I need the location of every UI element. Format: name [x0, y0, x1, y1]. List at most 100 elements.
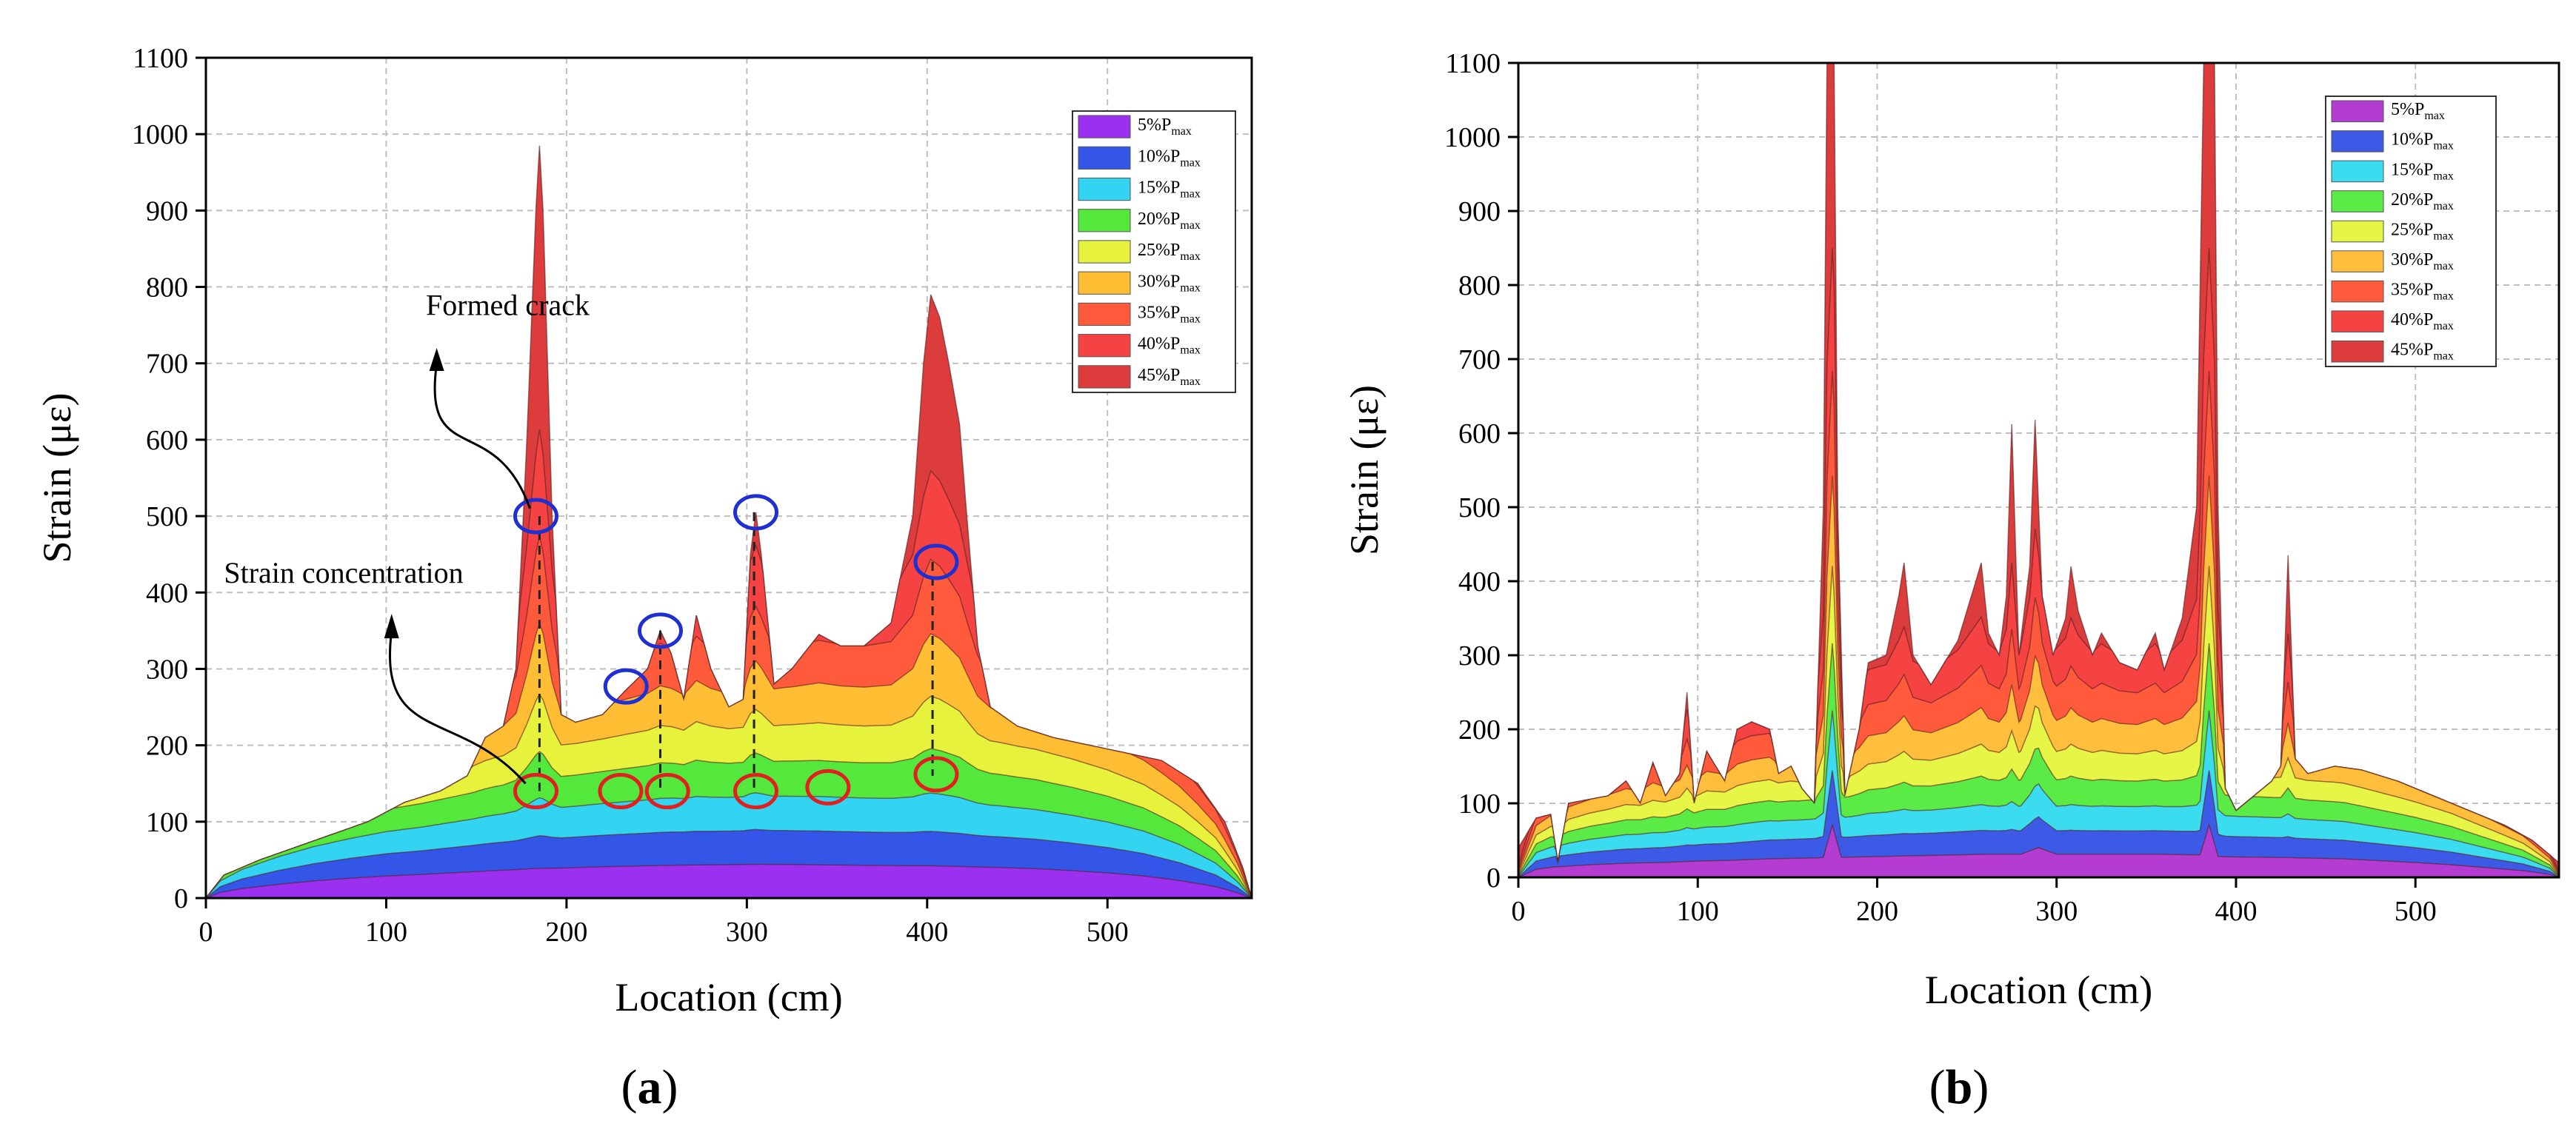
caption-paren: )	[662, 1060, 678, 1114]
legend-swatch	[1078, 240, 1131, 264]
legend-swatch	[2331, 280, 2384, 303]
y-tick-label: 200	[146, 731, 188, 762]
x-tick-label: 500	[2395, 896, 2437, 927]
y-tick-label: 700	[146, 349, 188, 380]
x-tick-label: 300	[2035, 896, 2078, 927]
caption-paren: (	[1929, 1060, 1946, 1114]
legend-label-subscript: max	[1180, 313, 1201, 326]
legend-swatch	[1078, 302, 1131, 327]
concentration-marker-circle	[913, 756, 959, 793]
caption-paren: (	[621, 1060, 638, 1114]
legend-label-subscript: max	[1180, 156, 1201, 169]
y-axis-label: Strain (με)	[35, 392, 79, 563]
legend-label-subscript: max	[2433, 170, 2454, 182]
legend-swatch	[2331, 310, 2384, 332]
legend-label-subscript: max	[2424, 110, 2445, 122]
x-tick-label: 100	[365, 917, 407, 948]
legend-label-subscript: max	[2433, 200, 2454, 212]
x-tick-label: 400	[906, 917, 948, 948]
legend-swatch	[1078, 146, 1131, 170]
panel-caption: (a)	[621, 1060, 678, 1114]
x-axis-label: Location (cm)	[615, 975, 842, 1020]
y-tick-label: 600	[146, 425, 188, 456]
concentration-marker-circle	[513, 773, 559, 810]
chart-panel-a: 0 100 200 300 400 500 0 100 200 300 400 500 600 700 80…	[35, 43, 1254, 1114]
legend-swatch	[2331, 340, 2384, 363]
y-tick-label: 500	[146, 501, 188, 532]
y-tick-label: 700	[1458, 344, 1501, 375]
concentration-marker-circle	[805, 769, 851, 806]
legend-swatch	[1078, 271, 1131, 295]
legend-label-subscript: max	[2433, 230, 2454, 242]
legend-label-subscript: max	[2433, 350, 2454, 363]
y-tick-label: 200	[1458, 714, 1501, 746]
caption-letter: a	[638, 1060, 662, 1114]
crack-marker-circle	[603, 668, 649, 705]
legend-label-subscript: max	[2433, 289, 2454, 302]
x-tick-label: 100	[1677, 896, 1719, 927]
y-tick-label: 1000	[1444, 122, 1501, 153]
x-tick-label: 200	[545, 917, 587, 948]
legend-label-subscript: max	[1180, 219, 1201, 232]
caption-letter: b	[1946, 1060, 1973, 1114]
axes-frame	[1517, 61, 2560, 879]
legend-swatch	[1078, 115, 1131, 138]
annotation-formed-crack: Formed crack	[426, 289, 590, 322]
y-tick-label: 600	[1458, 418, 1501, 449]
annotation-strain-concentration: Strain concentration	[224, 556, 463, 589]
arrow-head-formed-crack	[429, 348, 444, 372]
y-tick-label: 100	[146, 807, 188, 838]
x-axis-label: Location (cm)	[1925, 968, 2152, 1012]
axes-frame	[204, 56, 1253, 900]
legend-swatch	[1078, 209, 1131, 232]
y-tick-label: 1100	[133, 43, 188, 74]
y-tick-label: 0	[1486, 863, 1501, 894]
crack-marker-circle	[913, 543, 959, 580]
y-tick-label: 400	[146, 577, 188, 609]
x-tick-label: 200	[1856, 896, 1898, 927]
legend-swatch	[1078, 365, 1131, 389]
chart-panel-b: 0 100 200 300 400 500 0 100 200 300 400 500 600 700 80…	[1342, 48, 2560, 1114]
concentration-marker-circle	[733, 773, 779, 810]
y-tick-label: 300	[146, 654, 188, 685]
legend-swatch	[2331, 130, 2384, 153]
area-series-10%Pmax	[1518, 770, 2560, 878]
legend-label-subscript: max	[1180, 344, 1201, 357]
legend-label-subscript: max	[1180, 375, 1201, 388]
crack-marker-circle	[513, 498, 559, 535]
y-tick-label: 1100	[1445, 48, 1501, 79]
legend-label-subscript: max	[1180, 188, 1201, 201]
panel-caption: (b)	[1929, 1060, 1989, 1114]
y-tick-label: 100	[1458, 789, 1501, 820]
legend-label-subscript: max	[2433, 260, 2454, 272]
y-tick-label: 900	[1458, 196, 1501, 227]
concentration-marker-circle	[598, 773, 644, 810]
concentration-marker-circle	[644, 773, 690, 810]
crack-marker-circle	[733, 494, 779, 531]
arrow-formed-crack	[433, 363, 531, 509]
crack-marker-circle	[637, 612, 683, 649]
legend-swatch	[1078, 177, 1131, 201]
x-tick-label: 500	[1087, 917, 1129, 948]
y-axis-label: Strain (με)	[1342, 385, 1387, 555]
area-series-15%Pmax	[1518, 710, 2560, 878]
x-tick-label: 0	[1512, 896, 1526, 927]
y-tick-label: 300	[1458, 640, 1501, 672]
x-tick-label: 300	[726, 917, 768, 948]
y-tick-label: 900	[146, 195, 188, 227]
area-series-5%Pmax	[1518, 823, 2560, 878]
y-tick-label: 800	[1458, 270, 1501, 301]
legend-swatch	[2331, 220, 2384, 243]
y-tick-label: 800	[146, 272, 188, 304]
caption-paren: )	[1972, 1060, 1989, 1114]
y-tick-label: 500	[1458, 492, 1501, 523]
area-series-30%Pmax	[1518, 475, 2560, 878]
legend-swatch	[2331, 250, 2384, 272]
y-tick-label: 0	[174, 883, 188, 914]
legend-swatch	[2331, 190, 2384, 212]
legend-swatch	[1078, 334, 1131, 358]
arrow-strain-concentration	[389, 630, 527, 785]
area-series-5%Pmax	[205, 863, 1252, 899]
legend-label-subscript: max	[1180, 250, 1201, 263]
